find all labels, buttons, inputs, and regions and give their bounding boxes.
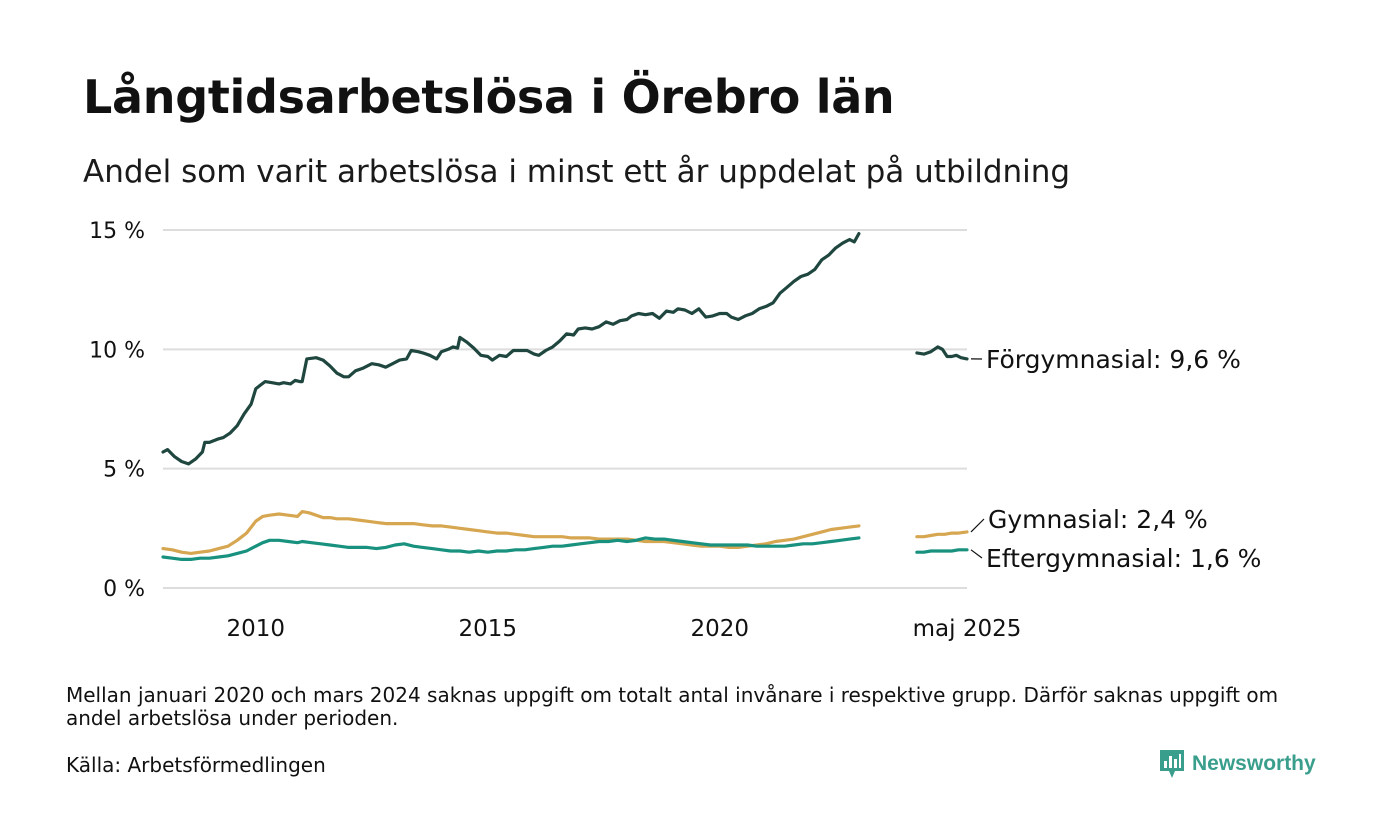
x-tick-label: maj 2025	[913, 616, 1022, 642]
y-tick-label: 10 %	[89, 338, 145, 363]
x-axis-ticks: 2010 2015 2020 maj 2025	[227, 616, 1022, 642]
series-labels: Förgymnasial: 9,6 % Gymnasial: 2,4 % Efter…	[970, 345, 1261, 573]
series-label-gymnasial: Gymnasial: 2,4 %	[988, 505, 1208, 534]
brand-logo[interactable]: Newsworthy	[1158, 748, 1316, 780]
chart-subtitle: Andel som varit arbetslösa i minst ett å…	[83, 154, 1071, 190]
series-line-gymnasial	[161, 510, 861, 555]
footnote: Mellan januari 2020 och mars 2024 saknas…	[66, 683, 1279, 730]
newsworthy-logo-icon	[1160, 750, 1184, 778]
series-label-eftergymnasial: Eftergymnasial: 1,6 %	[986, 544, 1261, 573]
y-tick-label: 0 %	[103, 577, 145, 602]
label-connector	[970, 549, 983, 559]
grid-lines	[163, 229, 967, 589]
y-axis-ticks: 0 % 5 % 10 % 15 %	[89, 219, 145, 602]
series-label-forgymnasial: Förgymnasial: 9,6 %	[986, 345, 1241, 374]
series-line-eftergymnasial	[915, 548, 969, 554]
label-connector	[970, 518, 985, 533]
series-lines	[161, 232, 969, 561]
series-line-eftergymnasial	[161, 536, 861, 561]
series-line-forgymnasial	[161, 232, 861, 466]
chart-title: Långtidsarbetslösa i Örebro län	[83, 70, 895, 124]
source-credit: Källa: Arbetsförmedlingen	[66, 753, 326, 777]
line-chart: 0 % 5 % 10 % 15 % 2010 2015 2020 maj 2025 Förg…	[89, 219, 1261, 642]
y-tick-label: 15 %	[89, 219, 145, 244]
x-tick-label: 2015	[458, 616, 517, 642]
x-tick-label: 2010	[227, 616, 286, 642]
y-tick-label: 5 %	[103, 458, 145, 483]
series-line-gymnasial	[915, 530, 969, 539]
series-line-forgymnasial	[915, 345, 969, 361]
brand-name: Newsworthy	[1192, 752, 1316, 775]
x-tick-label: 2020	[690, 616, 749, 642]
